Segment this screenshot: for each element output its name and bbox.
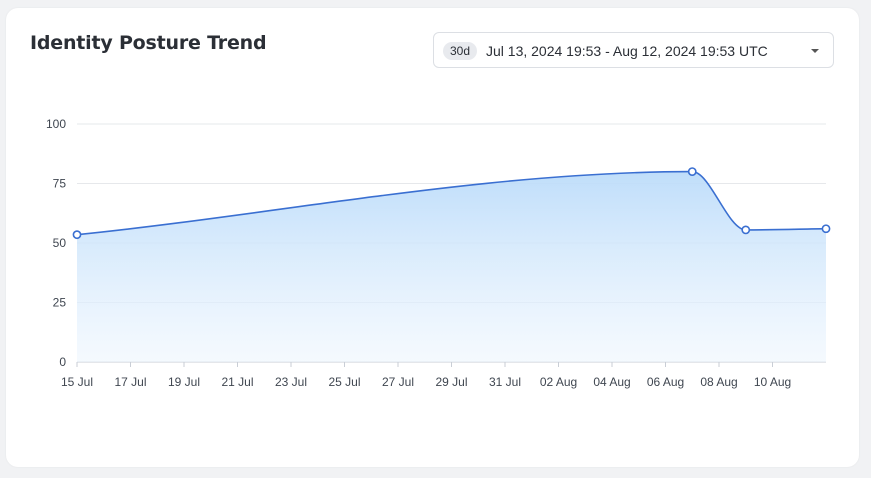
data-point[interactable] [72, 230, 82, 240]
series-area-fill [77, 171, 826, 362]
x-tick-label: 02 Aug [540, 375, 577, 389]
caret-down-icon [811, 49, 819, 53]
range-preset-badge: 30d [443, 42, 478, 60]
x-tick-label: 19 Jul [168, 375, 200, 389]
x-tick-label: 25 Jul [328, 375, 360, 389]
x-tick-label: 27 Jul [382, 375, 414, 389]
x-tick-label: 23 Jul [275, 375, 307, 389]
y-tick-label: 25 [53, 296, 67, 310]
x-tick-label: 17 Jul [114, 375, 146, 389]
x-tick-label: 29 Jul [435, 375, 467, 389]
data-point[interactable] [741, 225, 751, 235]
y-tick-label: 75 [53, 177, 67, 191]
date-range-label: Jul 13, 2024 19:53 - Aug 12, 2024 19:53 … [486, 43, 768, 59]
chart-title: Identity Posture Trend [30, 32, 267, 54]
x-tick-label: 04 Aug [593, 375, 630, 389]
x-tick-label: 10 Aug [754, 375, 791, 389]
x-tick-label: 08 Aug [700, 375, 737, 389]
y-tick-label: 100 [46, 117, 66, 131]
y-tick-label: 0 [59, 355, 66, 369]
data-point[interactable] [821, 224, 831, 234]
data-point[interactable] [687, 167, 697, 176]
x-tick-label: 15 Jul [61, 375, 93, 389]
x-tick-label: 06 Aug [647, 375, 684, 389]
x-tick-label: 21 Jul [221, 375, 253, 389]
series-line [76, 170, 827, 236]
y-tick-label: 50 [53, 236, 67, 250]
x-tick-label: 31 Jul [489, 375, 521, 389]
date-range-dropdown[interactable]: 30d Jul 13, 2024 19:53 - Aug 12, 2024 19… [433, 32, 834, 68]
